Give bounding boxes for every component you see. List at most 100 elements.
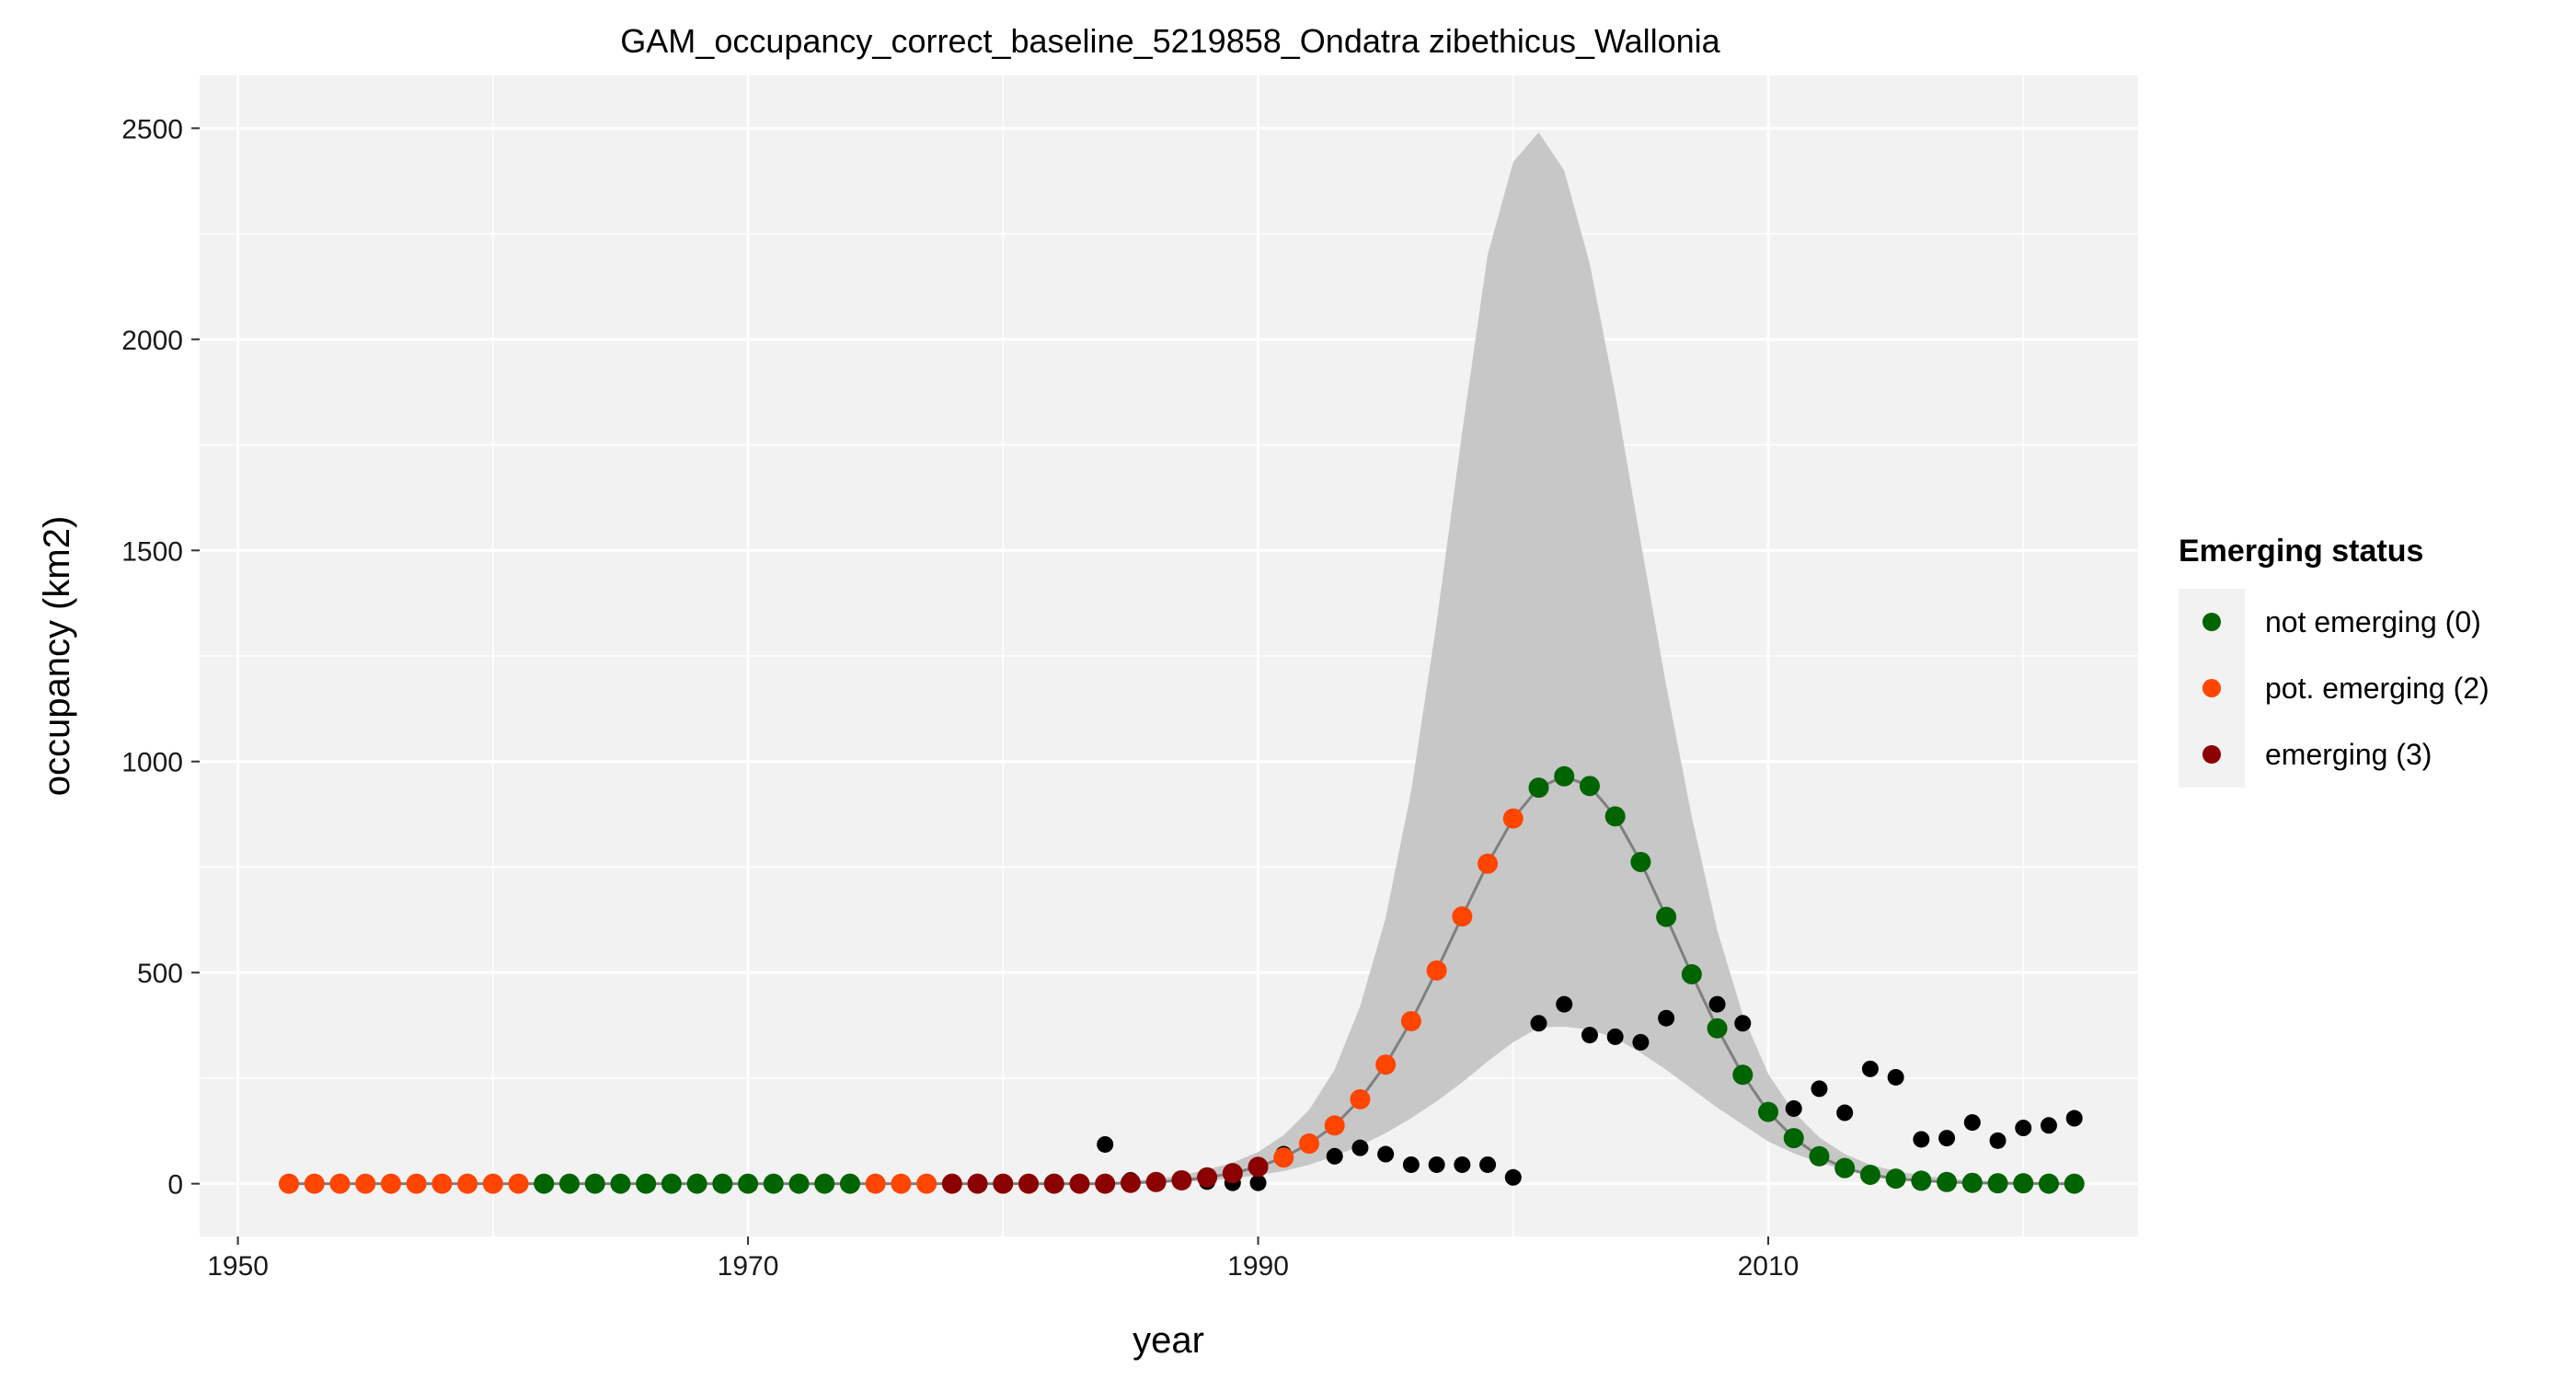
observed-point — [1581, 1027, 1598, 1044]
gam-point — [355, 1173, 376, 1194]
observed-point — [1811, 1080, 1828, 1098]
gam-point — [1069, 1173, 1090, 1194]
gam-point — [1350, 1088, 1371, 1110]
observed-point — [1887, 1068, 1904, 1086]
legend-key-emerging — [2202, 745, 2221, 764]
gam-point — [1375, 1054, 1397, 1075]
observed-point — [1658, 1009, 1675, 1027]
gam-point — [2064, 1173, 2085, 1194]
x-tick-label: 1950 — [207, 1251, 269, 1282]
gam-point — [1018, 1173, 1040, 1194]
gam-point — [1043, 1173, 1064, 1194]
gam-point — [1859, 1164, 1880, 1185]
confidence-ribbon — [289, 132, 2075, 1184]
gam-point — [1197, 1167, 1218, 1188]
gam-point — [865, 1173, 886, 1194]
y-axis: 0 500 1000 1500 2000 2500 — [121, 114, 200, 1201]
gam-point — [279, 1173, 300, 1194]
gam-point — [967, 1173, 988, 1194]
observed-point — [1734, 1015, 1752, 1032]
observed-point — [1556, 995, 1573, 1013]
gam-point — [763, 1173, 784, 1194]
gam-point — [1120, 1172, 1141, 1193]
y-tick-label: 2000 — [121, 326, 183, 356]
gam-point — [1426, 960, 1447, 981]
gam-point — [1579, 776, 1600, 797]
legend-label-emerging: emerging (3) — [2265, 738, 2432, 771]
gam-point — [814, 1173, 835, 1194]
chart-title: GAM_occupancy_correct_baseline_5219858_O… — [620, 22, 1720, 60]
observed-point — [1249, 1174, 1267, 1191]
observed-point — [1479, 1156, 1497, 1173]
gam-point — [916, 1173, 937, 1194]
gam-point — [2038, 1173, 2059, 1194]
legend: Emerging status not emerging (0) pot. em… — [2179, 534, 2490, 788]
y-tick-label: 1500 — [121, 536, 183, 567]
gam-point — [534, 1173, 555, 1194]
gam-point — [482, 1173, 503, 1194]
y-tick-label: 0 — [167, 1170, 183, 1201]
gam-point — [1783, 1128, 1804, 1149]
x-tick-label: 1970 — [718, 1251, 779, 1282]
gam-point — [1248, 1156, 1269, 1178]
y-tick-label: 2500 — [121, 114, 183, 144]
gam-point — [584, 1173, 605, 1194]
gam-point — [1809, 1145, 1830, 1167]
observed-point — [1785, 1099, 1802, 1117]
legend-label-not-emerging: not emerging (0) — [2265, 605, 2481, 638]
gam-status-points — [279, 765, 2085, 1194]
gam-point — [304, 1173, 325, 1194]
observed-point — [1326, 1147, 1343, 1165]
gam-point — [1324, 1115, 1345, 1136]
gam-point — [1145, 1171, 1167, 1192]
observed-point — [1377, 1145, 1395, 1163]
gam-point — [2013, 1173, 2034, 1194]
y-axis-title: occupancy (km2) — [37, 516, 77, 797]
observed-points — [1097, 995, 2083, 1191]
x-axis: 1950 1970 1990 2010 — [207, 1236, 1799, 1282]
observed-point — [1454, 1156, 1471, 1173]
gam-point — [1656, 906, 1677, 927]
gam-point — [1298, 1133, 1319, 1155]
observed-point — [1606, 1028, 1624, 1045]
x-tick-label: 2010 — [1738, 1251, 1800, 1282]
observed-point — [1836, 1104, 1854, 1121]
observed-point — [1913, 1131, 1930, 1148]
gam-point — [431, 1173, 453, 1194]
gam-point — [738, 1173, 759, 1194]
observed-point — [1861, 1060, 1879, 1077]
observed-point — [1402, 1156, 1420, 1173]
observed-point — [1938, 1130, 1956, 1147]
legend-key-not-emerging — [2202, 613, 2221, 631]
gam-point — [1478, 853, 1499, 874]
gam-point — [1095, 1173, 1116, 1194]
gam-point — [1681, 964, 1702, 985]
legend-title: Emerging status — [2179, 534, 2423, 569]
gam-point — [406, 1173, 427, 1194]
gam-point — [380, 1173, 401, 1194]
y-tick-label: 500 — [137, 959, 183, 989]
gam-point — [457, 1173, 478, 1194]
observed-point — [1708, 995, 1726, 1013]
gam-point — [1834, 1157, 1856, 1179]
gam-point — [712, 1173, 733, 1194]
gam-point — [788, 1173, 810, 1194]
gam-point — [558, 1173, 580, 1194]
gam-point — [891, 1173, 912, 1194]
observed-point — [1989, 1132, 2007, 1149]
observed-point — [1530, 1015, 1547, 1032]
gam-point — [1885, 1168, 1906, 1190]
y-tick-label: 1000 — [121, 748, 183, 778]
observed-point — [1504, 1168, 1522, 1186]
gam-point — [661, 1173, 682, 1194]
gam-point — [993, 1173, 1014, 1194]
gam-point — [1961, 1172, 1983, 1193]
gam-point — [1732, 1064, 1754, 1086]
observed-point — [1097, 1135, 1114, 1153]
gam-point — [1758, 1101, 1779, 1122]
observed-point — [1428, 1156, 1445, 1173]
legend-label-pot-emerging: pot. emerging (2) — [2265, 672, 2490, 705]
grid-major — [200, 75, 2138, 1236]
